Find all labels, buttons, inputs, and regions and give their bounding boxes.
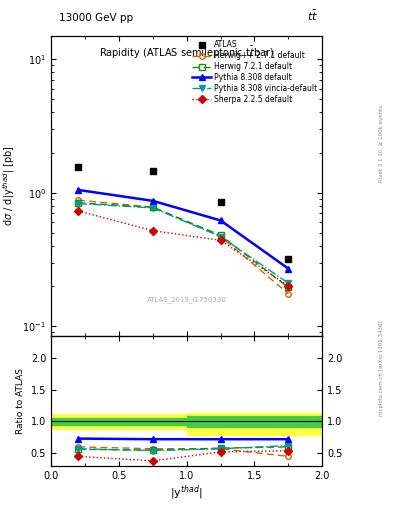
Y-axis label: Ratio to ATLAS: Ratio to ATLAS <box>16 368 25 434</box>
Line: Pythia 8.308 vincia-default: Pythia 8.308 vincia-default <box>75 201 291 286</box>
Text: 13000 GeV pp: 13000 GeV pp <box>59 13 133 23</box>
Herwig 7.2.1 default <box>151 204 155 210</box>
Pythia 8.308 vincia-default <box>286 280 291 286</box>
Text: Rivet 3.1.10, ≥ 100k events: Rivet 3.1.10, ≥ 100k events <box>379 105 384 182</box>
Herwig++ 2.7.1 default <box>76 197 81 203</box>
Sherpa 2.2.5 default <box>76 208 81 214</box>
Pythia 8.308 default <box>151 198 155 204</box>
Pythia 8.308 vincia-default <box>76 201 81 207</box>
ATLAS <box>286 255 291 262</box>
Legend: ATLAS, Herwig++ 2.7.1 default, Herwig 7.2.1 default, Pythia 8.308 default, Pythi: ATLAS, Herwig++ 2.7.1 default, Herwig 7.… <box>190 38 320 106</box>
Text: t$\bar{t}$: t$\bar{t}$ <box>307 9 318 23</box>
Sherpa 2.2.5 default <box>286 283 291 289</box>
Line: Sherpa 2.2.5 default: Sherpa 2.2.5 default <box>75 208 291 289</box>
Line: Herwig 7.2.1 default: Herwig 7.2.1 default <box>75 200 291 290</box>
Line: ATLAS: ATLAS <box>75 164 292 262</box>
Herwig++ 2.7.1 default <box>151 204 155 210</box>
Pythia 8.308 default <box>218 218 223 224</box>
Line: Pythia 8.308 default: Pythia 8.308 default <box>75 186 292 272</box>
X-axis label: |y$^{thad}$|: |y$^{thad}$| <box>170 483 203 502</box>
Pythia 8.308 vincia-default <box>218 233 223 240</box>
Text: ATLAS_2019_I1750330: ATLAS_2019_I1750330 <box>147 296 227 303</box>
Herwig 7.2.1 default <box>218 232 223 239</box>
Sherpa 2.2.5 default <box>218 237 223 243</box>
Line: Herwig++ 2.7.1 default: Herwig++ 2.7.1 default <box>75 198 291 296</box>
Sherpa 2.2.5 default <box>151 227 155 233</box>
Text: Rapidity (ATLAS semileptonic t$\bar{t}$bar): Rapidity (ATLAS semileptonic t$\bar{t}$b… <box>99 45 274 61</box>
ATLAS <box>76 164 81 170</box>
Herwig++ 2.7.1 default <box>218 233 223 240</box>
Pythia 8.308 default <box>76 187 81 193</box>
Y-axis label: d$\sigma$ / d|y$^{thad}$| [pb]: d$\sigma$ / d|y$^{thad}$| [pb] <box>1 145 17 226</box>
ATLAS <box>218 199 223 205</box>
Pythia 8.308 default <box>286 266 291 272</box>
Herwig 7.2.1 default <box>286 284 291 290</box>
Herwig++ 2.7.1 default <box>286 291 291 297</box>
Herwig 7.2.1 default <box>76 200 81 206</box>
Pythia 8.308 vincia-default <box>151 205 155 211</box>
ATLAS <box>151 168 155 174</box>
Text: mcplots.cern.ch [arXiv:1306.3436]: mcplots.cern.ch [arXiv:1306.3436] <box>379 321 384 416</box>
